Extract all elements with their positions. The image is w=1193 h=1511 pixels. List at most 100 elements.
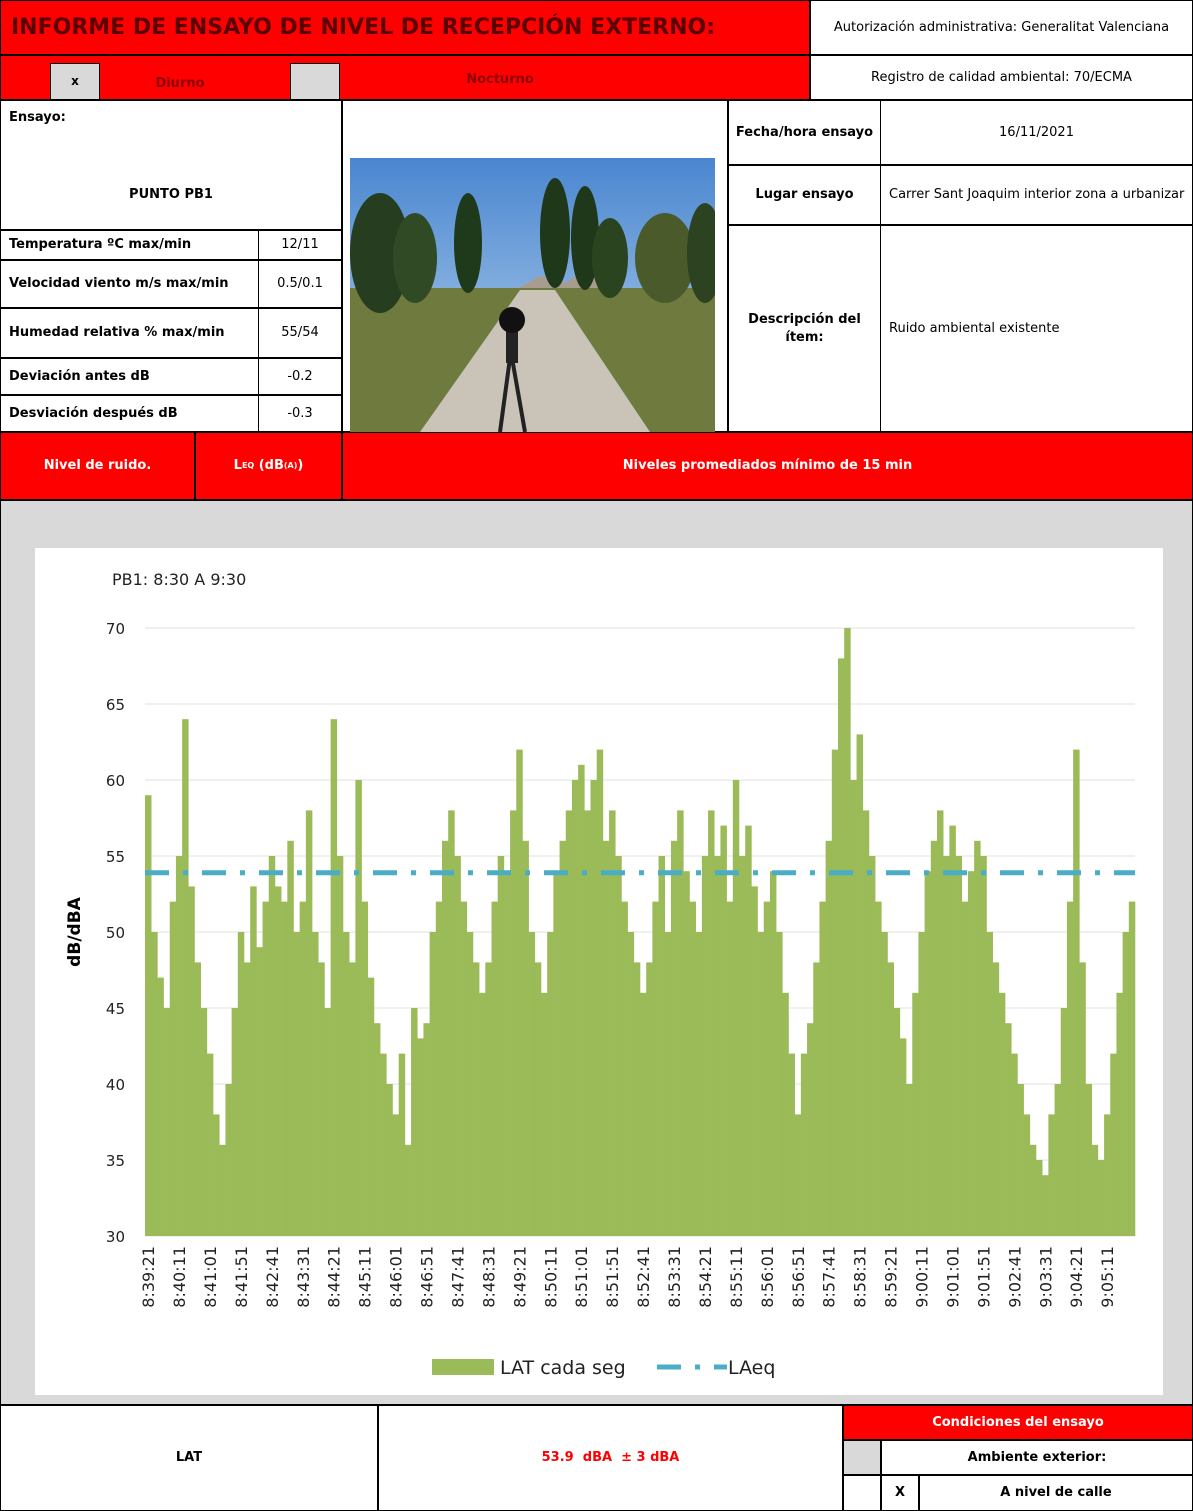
bar [769,871,777,1236]
bar [417,1038,424,1236]
bar [516,749,523,1236]
bar [1054,1084,1062,1236]
bar [1036,1160,1043,1236]
bar [664,932,672,1236]
street-mark: X [881,1475,919,1511]
bar [479,992,486,1236]
bar [893,1008,901,1236]
bar [466,932,474,1236]
bar [689,901,696,1236]
bar [1097,1160,1105,1236]
day-label: Diurno [155,76,205,92]
leq-symbol: L [233,458,242,474]
bar [361,901,369,1236]
bar [225,1084,232,1236]
y-tick-label: 30 [106,1228,125,1246]
bar [596,749,604,1236]
bar [522,840,529,1236]
bar [807,1023,814,1236]
street-empty [843,1475,881,1511]
conditions-title: Condiciones del ensayo [843,1405,1193,1440]
y-tick-label: 50 [106,924,125,942]
bar [460,901,468,1236]
bar [937,810,944,1236]
bar [844,628,851,1236]
x-tick-label: 8:46:01 [387,1246,406,1308]
x-tick-label: 9:04:21 [1067,1246,1086,1308]
x-tick-label: 8:42:41 [263,1246,282,1308]
bar [683,871,690,1236]
x-tick-label: 8:46:51 [418,1246,437,1308]
lat-result-text: 53.9 dBA ± 3 dBA [541,1450,680,1466]
bar [157,977,164,1236]
bar [825,840,833,1236]
bar [992,962,1000,1236]
bar [1042,1175,1049,1236]
leq-unit: (dB [254,458,284,474]
bar [986,932,993,1236]
bar [213,1114,220,1236]
bar [188,886,195,1236]
outdoor-label: Ambiente exterior: [881,1440,1193,1475]
bar [732,780,740,1236]
bar [553,871,560,1236]
bar [318,962,325,1236]
x-tick-label: 8:54:21 [696,1246,715,1308]
condition-value: 12/11 [258,230,342,260]
lat-label: LAT [0,1405,378,1511]
bar [200,1008,208,1236]
bar [1060,1008,1068,1236]
bar [856,734,864,1236]
leq-unit-sub: (A) [283,460,298,470]
bar [640,992,647,1236]
bar [559,840,567,1236]
bar [175,856,183,1236]
bar [955,856,963,1236]
legend-swatch [432,1359,494,1375]
bar [367,977,375,1236]
x-tick-label: 9:05:11 [1098,1246,1117,1308]
bar [1128,901,1136,1236]
bar [745,825,752,1236]
bar [262,901,270,1236]
leq-sub: EQ [241,460,255,470]
bar [677,810,684,1236]
y-tick-label: 35 [106,1152,125,1170]
bar [1110,1053,1117,1236]
bar [330,719,338,1236]
bar [324,1008,331,1236]
bar [701,856,709,1236]
bar [1017,1084,1024,1236]
night-checkbox [290,63,340,100]
y-tick-label: 55 [106,848,125,866]
bar [899,1038,907,1236]
bar [299,901,307,1236]
bar [751,886,758,1236]
y-axis-label: dB/dBA [65,896,85,966]
bar [206,1053,214,1236]
bar [268,856,276,1236]
bar [571,780,579,1236]
bar [912,992,919,1236]
bar [633,962,641,1236]
bar [602,840,610,1236]
bar [151,932,158,1236]
condition-value: 55/54 [258,308,342,358]
bar [974,840,981,1236]
bar [862,810,870,1236]
chart-title: PB1: 8:30 A 9:30 [112,570,246,589]
bar [472,962,480,1236]
bar [312,932,319,1236]
y-tick-label: 40 [106,1076,125,1094]
bar [1066,901,1074,1236]
bar [887,962,894,1236]
bar [287,840,294,1236]
x-tick-label: 8:55:11 [727,1246,746,1308]
bar [918,932,925,1236]
x-tick-label: 8:51:01 [572,1246,591,1308]
bar [237,932,245,1236]
bar [194,962,201,1236]
bar [924,871,932,1236]
bar [627,932,635,1236]
bar [411,1008,418,1236]
